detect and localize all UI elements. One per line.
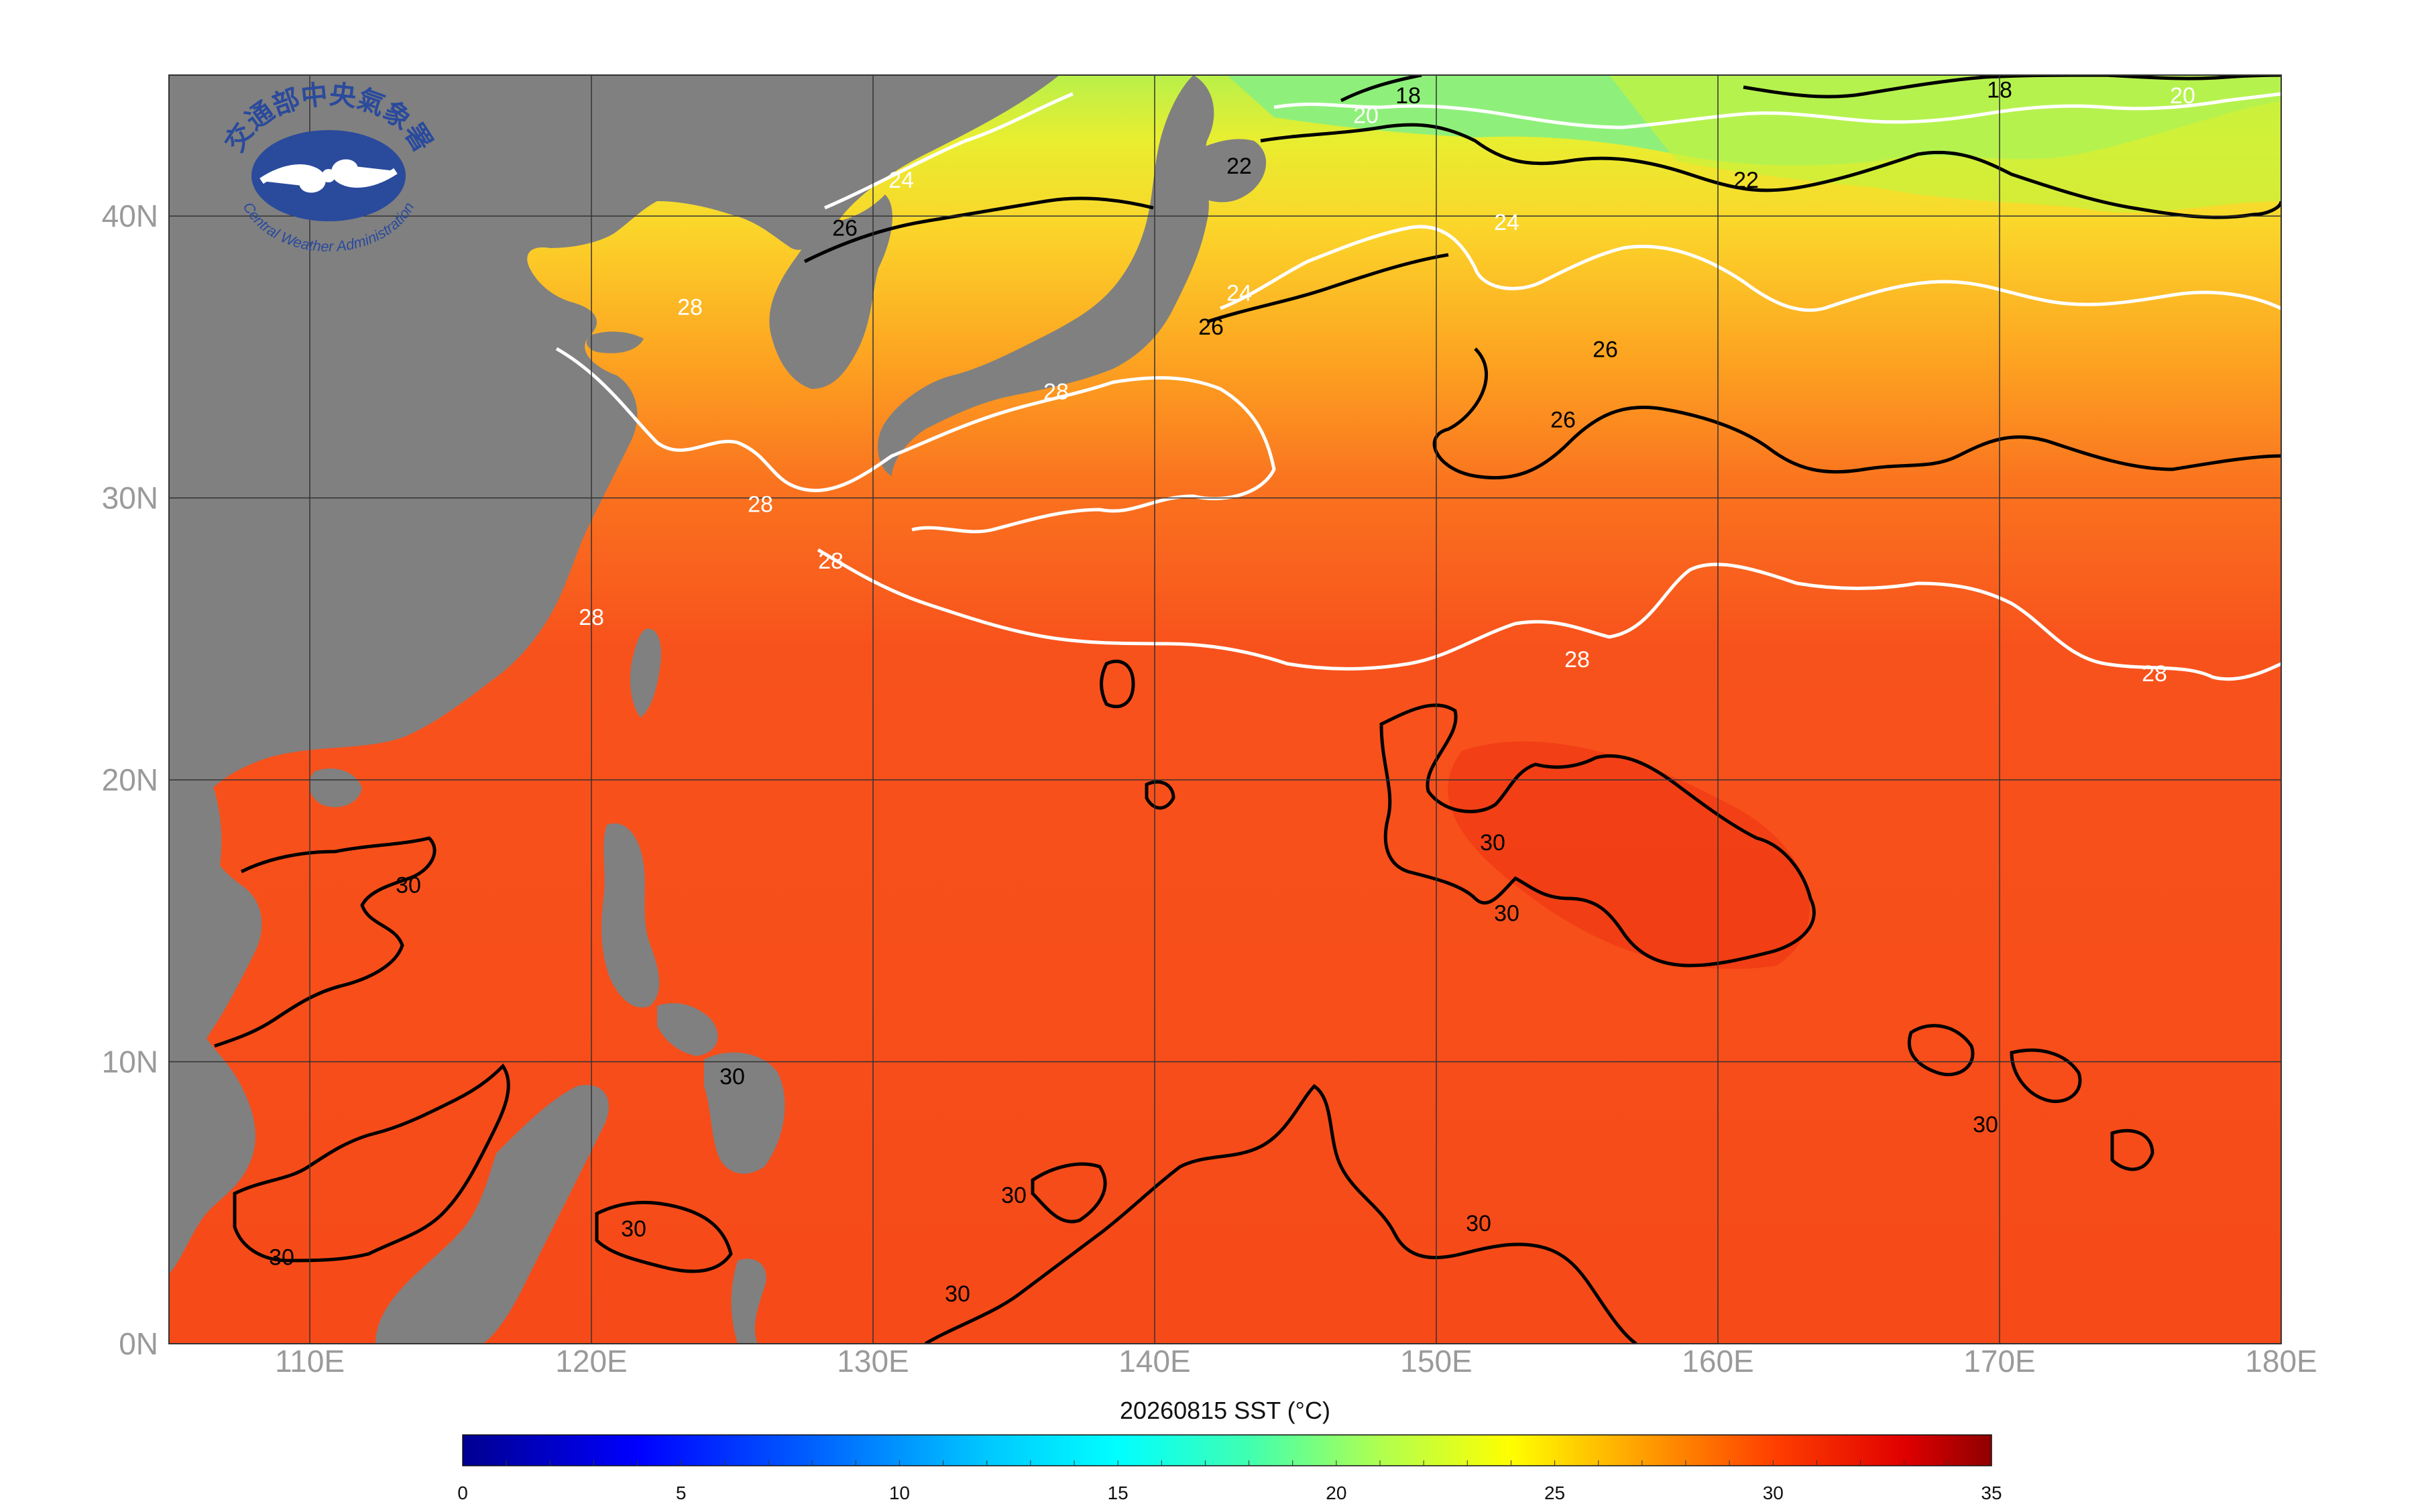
lon-label: 170E	[1963, 1344, 2035, 1379]
contour-label: 30	[1494, 900, 1519, 926]
graticule	[169, 75, 2281, 1344]
colorbar-tick-label: 10	[889, 1482, 910, 1503]
philippines-mindanao	[704, 1052, 785, 1174]
sulawesi	[731, 1259, 766, 1344]
colorbar-tick-label: 35	[1981, 1482, 2002, 1503]
contour-label: 24	[1494, 210, 1519, 235]
taiwan	[630, 628, 661, 717]
colorbar-tick-label: 25	[1544, 1482, 1565, 1503]
contour-22	[1260, 123, 2281, 219]
contour-labels: 18 18202022222424242626262628282828282828…	[269, 78, 2195, 1307]
land-group	[169, 75, 1267, 1344]
contour-20	[1273, 92, 2281, 129]
contour-26	[803, 196, 2281, 480]
contour-label: 26	[832, 216, 858, 241]
lon-label: 110E	[275, 1344, 345, 1379]
colorbar-tick-label: 30	[1763, 1482, 1784, 1503]
contour-label: 30	[396, 872, 421, 898]
contour-label: 24	[1226, 280, 1252, 306]
hainan	[309, 768, 362, 807]
lon-label: 130E	[837, 1344, 909, 1379]
borneo	[376, 1085, 609, 1344]
contour-label: 28	[1043, 380, 1069, 405]
contour-label: 22	[1733, 168, 1759, 193]
asian-mainland	[169, 75, 1059, 1086]
colorbar-tick-label: 5	[676, 1482, 687, 1503]
contour-30-central	[1379, 703, 1816, 968]
lat-label: 20N	[102, 762, 158, 797]
contour-label: 28	[677, 294, 703, 320]
contour-28-south	[817, 548, 2281, 681]
lon-label: 150E	[1400, 1344, 1472, 1379]
contour-label: 30	[1973, 1112, 1998, 1138]
contour-label: 30	[269, 1244, 294, 1270]
contour-label: 28	[2142, 661, 2167, 687]
lat-label: 40N	[102, 198, 158, 233]
contour-label: 30	[1001, 1183, 1027, 1208]
contour-30-east-2	[2010, 1048, 2082, 1104]
contour-label: 18	[1987, 78, 2012, 103]
contour-30-tropics	[924, 1084, 1637, 1344]
hokkaido	[1171, 139, 1267, 202]
philippines-luzon	[601, 823, 660, 1008]
colorbar-ticks: 0 5 10 15 20 25 30 35	[457, 1460, 2002, 1503]
colorbar	[462, 1434, 1992, 1466]
contour-label: 28	[579, 605, 604, 630]
contour-label: 30	[621, 1216, 646, 1242]
colorbar-tick-label: 0	[457, 1482, 468, 1503]
contour-30-east-6	[1031, 1162, 1107, 1224]
contour-label: 30	[1480, 830, 1505, 856]
map-title: 20260815 SST (°C)	[1120, 1397, 1330, 1424]
contour-label: 24	[888, 168, 914, 193]
colorbar-tick-label: 20	[1326, 1482, 1346, 1503]
contour-label: 20	[1353, 103, 1379, 128]
contour-30-east-3	[2110, 1128, 2154, 1171]
map-frame	[168, 74, 2282, 1344]
contour-label: 18	[1395, 83, 1421, 109]
indochina	[169, 762, 255, 1274]
lat-label: 30N	[102, 481, 158, 516]
lat-label: 10N	[102, 1045, 158, 1080]
lon-label: 180E	[2245, 1344, 2317, 1379]
korea	[769, 194, 892, 389]
contour-label: 22	[1226, 154, 1252, 179]
contour-28-north	[555, 347, 1276, 534]
contour-label: 30	[719, 1064, 745, 1090]
contour-30-east-5	[1145, 780, 1175, 810]
colorbar-tick-label: 15	[1108, 1482, 1129, 1503]
longitude-labels: 110E 120E 130E 140E 150E 160E 170E 180E	[275, 1344, 2317, 1379]
contour-label: 28	[1564, 647, 1590, 673]
contour-label: 28	[818, 548, 844, 574]
contour-30-east-1	[1907, 1024, 1975, 1077]
philippines-visayas	[657, 1003, 718, 1056]
lon-label: 140E	[1118, 1344, 1190, 1379]
contour-30-scs	[214, 836, 437, 1048]
contour-24	[824, 92, 2281, 312]
hot-water-region	[1448, 741, 1810, 970]
japan	[878, 75, 1214, 476]
contour-label: 30	[945, 1281, 970, 1307]
lon-label: 120E	[555, 1344, 627, 1379]
shandong	[586, 331, 644, 353]
contour-30-east-4	[1100, 659, 1135, 709]
contour-30-borneo	[233, 1063, 510, 1263]
contour-label: 26	[1593, 337, 1618, 362]
lon-label: 160E	[1682, 1344, 1753, 1379]
contour-label: 28	[748, 492, 773, 518]
contour-label: 30	[1466, 1211, 1491, 1236]
latitude-labels: 0N 10N 20N 30N 40N	[102, 198, 158, 1361]
contour-label: 26	[1550, 408, 1576, 433]
lat-label: 0N	[119, 1326, 158, 1361]
logo-wave-icon	[260, 159, 398, 193]
contour-30-celebes	[595, 1200, 733, 1273]
contour-label: 26	[1198, 314, 1224, 340]
contour-label: 20	[2170, 83, 2195, 109]
logo-dot-icon	[322, 169, 335, 182]
